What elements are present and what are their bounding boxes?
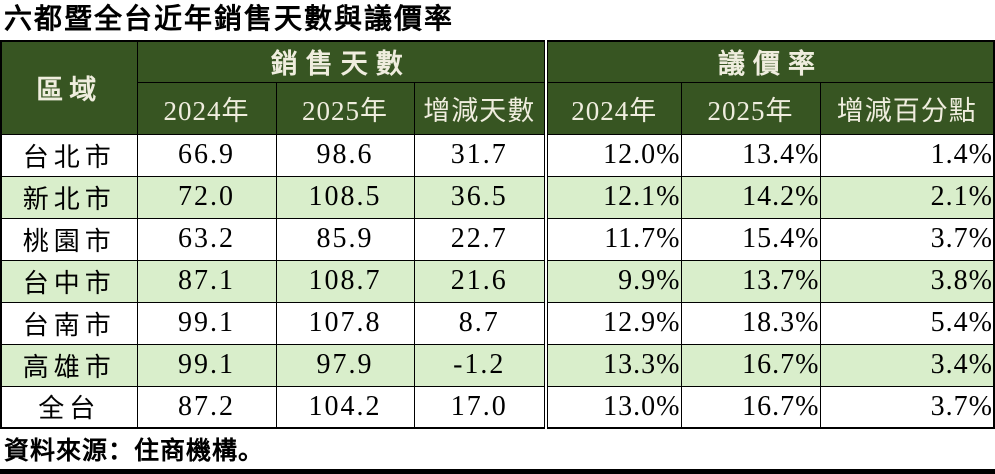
cell-桃園市-rates-0: 11.7% [544,217,682,261]
source-note: 資料來源：住商機構。 [4,438,265,465]
table-row-台北市: 台北市 66.9 98.6 31.7 12.0% 13.4% 1.4% [0,133,995,177]
cell-新北市-region: 新北市 [0,175,138,219]
table-row-台南市: 台南市 99.1 107.8 8.7 12.9% 18.3% 5.4% [0,301,995,345]
cell-高雄市-rates-1: 16.7% [680,343,821,387]
cell-全台-days-2: 17.0 [413,385,547,429]
bottom-border-bar [0,469,995,474]
cell-台中市-region: 台中市 [0,259,138,303]
cell-全台-rates-2: 3.7% [819,385,995,429]
table-body: 台北市 66.9 98.6 31.7 12.0% 13.4% 1.4% 新北市 … [0,133,995,429]
cell-台南市-days-1: 107.8 [275,301,415,345]
column-header-rate-2025: 2025年 [680,81,821,135]
cell-台南市-days-2: 8.7 [413,301,547,345]
cell-全台-region: 全台 [0,385,138,429]
cell-新北市-rates-0: 12.1% [544,175,682,219]
table-header: 區域 銷售天數 議價率 2024年 2025年 增減天數 2024年 2025年… [0,40,995,135]
cell-台北市-rates-1: 13.4% [680,133,821,177]
cell-台中市-rates-2: 3.8% [819,259,995,303]
cell-新北市-days-1: 108.5 [275,175,415,219]
cell-新北市-days-2: 36.5 [413,175,547,219]
column-header-rate-change: 增減百分點 [819,81,995,135]
cell-桃園市-rates-1: 15.4% [680,217,821,261]
cell-全台-days-0: 87.2 [136,385,277,429]
cell-台北市-days-1: 98.6 [275,133,415,177]
cell-高雄市-rates-0: 13.3% [544,343,682,387]
cell-台南市-region: 台南市 [0,301,138,345]
column-header-region: 區域 [0,40,138,135]
cell-台北市-region: 台北市 [0,133,138,177]
cell-全台-rates-0: 13.0% [544,385,682,429]
cell-台北市-days-0: 66.9 [136,133,277,177]
cell-高雄市-days-1: 97.9 [275,343,415,387]
column-header-days-change: 增減天數 [413,81,547,135]
cell-桃園市-days-0: 63.2 [136,217,277,261]
cell-全台-days-1: 104.2 [275,385,415,429]
table-row-新北市: 新北市 72.0 108.5 36.5 12.1% 14.2% 2.1% [0,175,995,219]
cell-台中市-rates-0: 9.9% [544,259,682,303]
cell-台中市-days-2: 21.6 [413,259,547,303]
page-title: 六都暨全台近年銷售天數與議價率 [4,4,455,35]
cell-新北市-days-0: 72.0 [136,175,277,219]
cell-台北市-rates-0: 12.0% [544,133,682,177]
cell-桃園市-days-1: 85.9 [275,217,415,261]
column-group-negotiation-rate: 議價率 [544,40,995,83]
cell-台中市-rates-1: 13.7% [680,259,821,303]
header-group-row: 區域 銷售天數 議價率 [0,40,995,135]
cell-新北市-rates-2: 2.1% [819,175,995,219]
cell-高雄市-days-2: -1.2 [413,343,547,387]
cell-桃園市-rates-2: 3.7% [819,217,995,261]
cell-全台-rates-1: 16.7% [680,385,821,429]
table-row-台中市: 台中市 87.1 108.7 21.6 9.9% 13.7% 3.8% [0,259,995,303]
cell-高雄市-rates-2: 3.4% [819,343,995,387]
header-sub-row: 2024年 2025年 增減天數 2024年 2025年 增減百分點 [1,81,995,135]
cell-台南市-rates-2: 5.4% [819,301,995,345]
cell-台南市-rates-1: 18.3% [680,301,821,345]
column-header-days-2024: 2024年 [136,81,277,135]
table-row-全台: 全台 87.2 104.2 17.0 13.0% 16.7% 3.7% [0,385,995,429]
cell-台北市-days-2: 31.7 [413,133,547,177]
cell-台中市-days-1: 108.7 [275,259,415,303]
stats-table: 區域 銷售天數 議價率 2024年 2025年 增減天數 2024年 2025年… [0,40,995,429]
cell-台北市-rates-2: 1.4% [819,133,995,177]
cell-新北市-rates-1: 14.2% [680,175,821,219]
cell-桃園市-region: 桃園市 [0,217,138,261]
column-header-rate-2024: 2024年 [544,81,682,135]
cell-桃園市-days-2: 22.7 [413,217,547,261]
table-row-桃園市: 桃園市 63.2 85.9 22.7 11.7% 15.4% 3.7% [0,217,995,261]
cell-台中市-days-0: 87.1 [136,259,277,303]
table-row-高雄市: 高雄市 99.1 97.9 -1.2 13.3% 16.7% 3.4% [0,343,995,387]
cell-高雄市-region: 高雄市 [0,343,138,387]
cell-高雄市-days-0: 99.1 [136,343,277,387]
cell-台南市-rates-0: 12.9% [544,301,682,345]
cell-台南市-days-0: 99.1 [136,301,277,345]
column-group-sales-days: 銷售天數 [136,40,547,83]
column-header-days-2025: 2025年 [275,81,415,135]
